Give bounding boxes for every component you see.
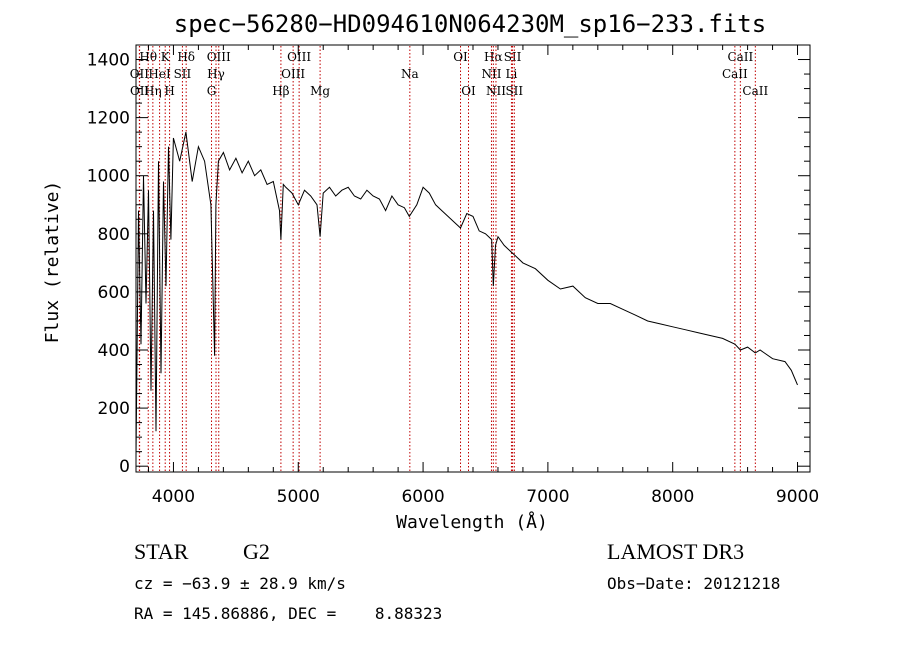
- y-tick-label: 0: [119, 457, 130, 477]
- line-marker-label: H: [164, 84, 174, 98]
- y-tick-label: 400: [98, 341, 130, 361]
- x-tick-label: 7000: [526, 487, 569, 507]
- axis-ticks: 4000 5000 6000 7000 8000 9000 0 200 400 600 800 100…: [87, 45, 819, 507]
- line-marker-label: OIII: [207, 50, 231, 64]
- y-tick-label: 600: [98, 283, 130, 303]
- y-tick-label: 800: [98, 225, 130, 245]
- line-marker-label: HeI: [148, 67, 171, 81]
- object-class: STAR: [134, 539, 189, 564]
- y-tick-label: 200: [98, 399, 130, 419]
- x-tick-label: 9000: [776, 487, 819, 507]
- x-tick-label: 5000: [277, 487, 320, 507]
- line-marker-label: Hη: [144, 84, 162, 98]
- line-marker-label: OI: [461, 84, 476, 98]
- x-tick-label: 6000: [401, 487, 444, 507]
- line-marker-label: Mg: [310, 84, 330, 98]
- line-marker-label: Hβ: [272, 84, 289, 98]
- x-axis-label: Wavelength (Å): [396, 511, 548, 533]
- line-marker-label: Hγ: [207, 67, 225, 81]
- line-marker-label: Na: [401, 67, 419, 81]
- line-marker-label: Li: [506, 67, 518, 81]
- line-marker-label: Hδ: [177, 50, 195, 64]
- line-marker-label: SII: [505, 84, 523, 98]
- line-marker-label: CaII: [722, 67, 748, 81]
- line-marker-label: SII: [174, 67, 192, 81]
- line-marker-label: Hα: [484, 50, 503, 64]
- object-subclass: G2: [243, 539, 270, 564]
- flux-series-line: [135, 131, 798, 458]
- line-marker-label: OI: [453, 50, 468, 64]
- chart-title: spec−56280−HD094610N064230M_sp16−233.fit…: [174, 10, 766, 38]
- line-marker-label: NII: [481, 67, 501, 81]
- line-marker-label: OIII: [287, 50, 311, 64]
- x-tick-label: 4000: [152, 487, 195, 507]
- line-marker-label: OIII: [281, 67, 305, 81]
- survey-name: LAMOST DR3: [607, 539, 744, 564]
- y-tick-label: 1400: [87, 51, 130, 71]
- line-marker-label: G: [207, 84, 217, 98]
- redshift-velocity: cz = −63.9 ± 28.9 km/s: [134, 574, 346, 593]
- line-marker-label: SII: [504, 50, 522, 64]
- line-marker-label: NII: [486, 84, 506, 98]
- y-axis-label: Flux (relative): [42, 181, 63, 344]
- sky-coordinates: RA = 145.86886, DEC = 8.88323: [134, 604, 442, 623]
- line-marker-label: CaII: [727, 50, 753, 64]
- plot-frame: [135, 44, 811, 473]
- x-tick-label: 8000: [651, 487, 694, 507]
- y-tick-label: 1200: [87, 109, 130, 129]
- line-marker-label: CaII: [742, 84, 768, 98]
- line-marker-label: K: [161, 50, 171, 64]
- observation-date: Obs−Date: 20121218: [607, 574, 780, 593]
- line-marker-label: Hθ: [139, 50, 157, 64]
- line-marker-label: OII: [130, 84, 150, 98]
- y-tick-label: 1000: [87, 167, 130, 187]
